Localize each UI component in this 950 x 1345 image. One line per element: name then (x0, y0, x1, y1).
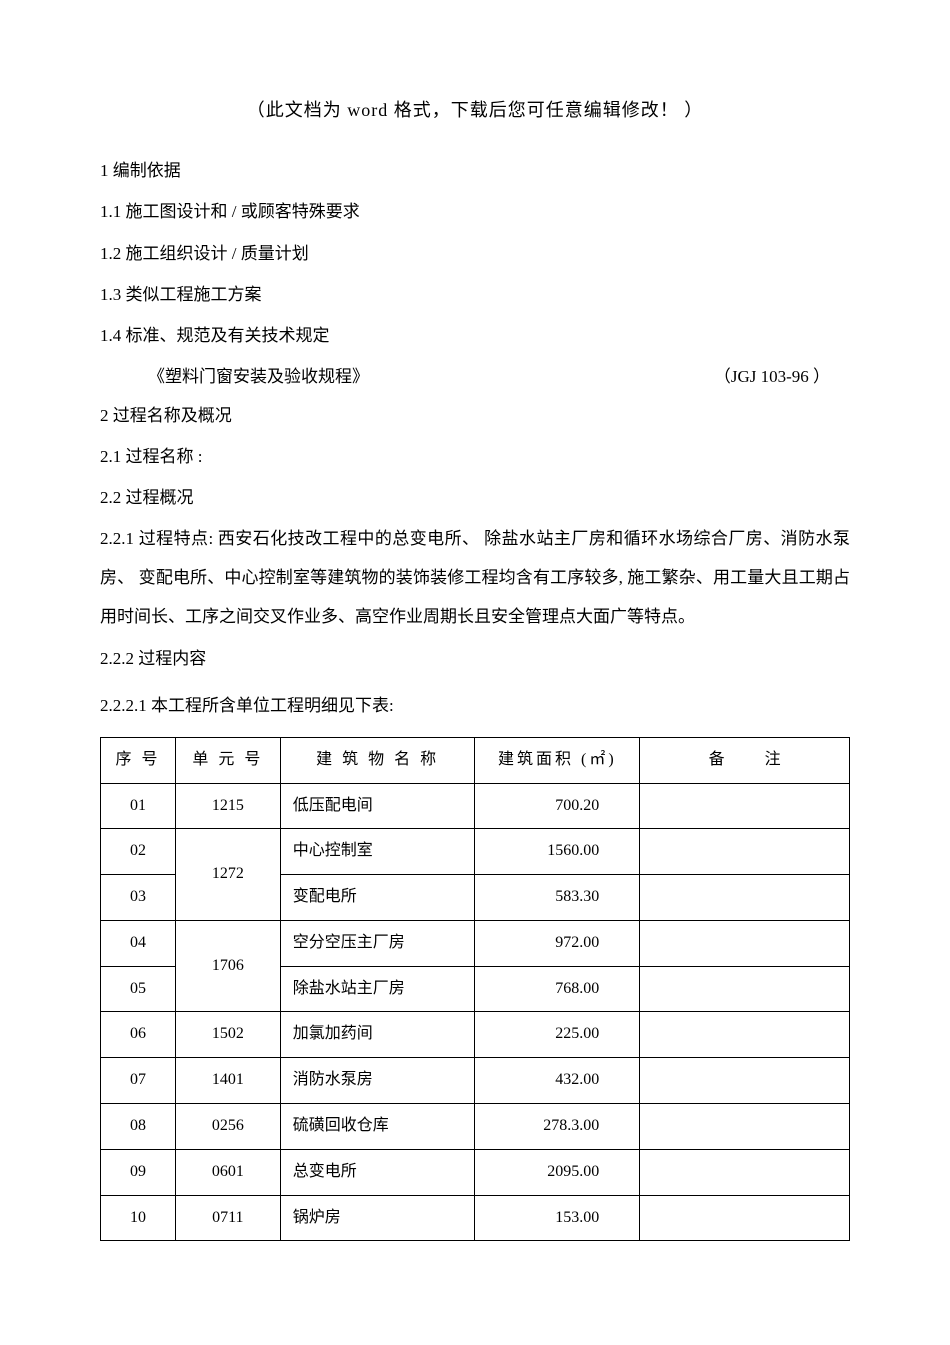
reference-title: 《塑料门窗安装及验收规程》 (148, 357, 369, 396)
section-1: 1 编制依据 (100, 151, 850, 190)
cell-note (640, 829, 850, 875)
section-2-1: 2.1 过程名称 : (100, 437, 850, 476)
cell-seq: 06 (101, 1012, 176, 1058)
cell-area: 432.00 (475, 1058, 640, 1104)
cell-name: 低压配电间 (280, 783, 475, 829)
cell-unit: 0711 (175, 1195, 280, 1241)
cell-unit: 1502 (175, 1012, 280, 1058)
cell-note (640, 783, 850, 829)
section-2-2-2-1: 2.2.2.1 本工程所含单位工程明细见下表: (100, 686, 850, 725)
table-body: 011215低压配电间700.20021272中心控制室1560.0003变配电… (101, 783, 850, 1241)
table-row: 011215低压配电间700.20 (101, 783, 850, 829)
cell-unit: 1215 (175, 783, 280, 829)
header-note: 备 注 (640, 737, 850, 783)
cell-name: 锅炉房 (280, 1195, 475, 1241)
cell-area: 153.00 (475, 1195, 640, 1241)
cell-unit: 0256 (175, 1104, 280, 1150)
cell-area: 278.3.00 (475, 1104, 640, 1150)
cell-note (640, 1012, 850, 1058)
cell-seq: 01 (101, 783, 176, 829)
cell-name: 中心控制室 (280, 829, 475, 875)
cell-unit: 1706 (175, 920, 280, 1012)
building-table: 序 号 单 元 号 建 筑 物 名 称 建筑面积 (㎡) 备 注 011215低… (100, 737, 850, 1242)
cell-area: 768.00 (475, 966, 640, 1012)
cell-name: 消防水泵房 (280, 1058, 475, 1104)
cell-name: 除盐水站主厂房 (280, 966, 475, 1012)
section-1-1: 1.1 施工图设计和 / 或顾客特殊要求 (100, 192, 850, 231)
cell-area: 225.00 (475, 1012, 640, 1058)
section-2-2-2: 2.2.2 过程内容 (100, 639, 850, 678)
cell-seq: 07 (101, 1058, 176, 1104)
cell-seq: 03 (101, 875, 176, 921)
table-row: 041706空分空压主厂房972.00 (101, 920, 850, 966)
cell-note (640, 1104, 850, 1150)
section-2-2-1: 2.2.1 过程特点: 西安石化技改工程中的总变电所、 除盐水站主厂房和循环水场… (100, 519, 850, 636)
table-row: 080256硫磺回收仓库278.3.00 (101, 1104, 850, 1150)
cell-area: 2095.00 (475, 1149, 640, 1195)
table-row: 061502加氯加药间225.00 (101, 1012, 850, 1058)
header-note-left: 备 (709, 751, 733, 768)
cell-name: 空分空压主厂房 (280, 920, 475, 966)
cell-seq: 09 (101, 1149, 176, 1195)
cell-area: 972.00 (475, 920, 640, 966)
cell-note (640, 920, 850, 966)
cell-seq: 05 (101, 966, 176, 1012)
cell-name: 硫磺回收仓库 (280, 1104, 475, 1150)
table-row: 090601总变电所2095.00 (101, 1149, 850, 1195)
reference-code: （JGJ 103-96 ） (714, 357, 830, 396)
cell-seq: 08 (101, 1104, 176, 1150)
table-row: 100711锅炉房153.00 (101, 1195, 850, 1241)
cell-seq: 02 (101, 829, 176, 875)
cell-note (640, 875, 850, 921)
table-header-row: 序 号 单 元 号 建 筑 物 名 称 建筑面积 (㎡) 备 注 (101, 737, 850, 783)
header-area: 建筑面积 (㎡) (475, 737, 640, 783)
section-2: 2 过程名称及概况 (100, 396, 850, 435)
section-1-2: 1.2 施工组织设计 / 质量计划 (100, 234, 850, 273)
table-row: 071401消防水泵房432.00 (101, 1058, 850, 1104)
cell-area: 583.30 (475, 875, 640, 921)
header-seq: 序 号 (101, 737, 176, 783)
table-row: 021272中心控制室1560.00 (101, 829, 850, 875)
cell-name: 变配电所 (280, 875, 475, 921)
cell-name: 总变电所 (280, 1149, 475, 1195)
cell-note (640, 1195, 850, 1241)
header-name: 建 筑 物 名 称 (280, 737, 475, 783)
cell-unit: 1272 (175, 829, 280, 921)
cell-unit: 1401 (175, 1058, 280, 1104)
cell-area: 1560.00 (475, 829, 640, 875)
header-note: （此文档为 word 格式，下载后您可任意编辑修改！ ） (100, 90, 850, 131)
cell-note (640, 1149, 850, 1195)
header-note-right: 注 (765, 751, 781, 768)
cell-unit: 0601 (175, 1149, 280, 1195)
cell-area: 700.20 (475, 783, 640, 829)
section-1-4: 1.4 标准、规范及有关技术规定 (100, 316, 850, 355)
section-1-3: 1.3 类似工程施工方案 (100, 275, 850, 314)
cell-seq: 04 (101, 920, 176, 966)
cell-note (640, 1058, 850, 1104)
cell-name: 加氯加药间 (280, 1012, 475, 1058)
cell-seq: 10 (101, 1195, 176, 1241)
cell-note (640, 966, 850, 1012)
reference-line: 《塑料门窗安装及验收规程》 （JGJ 103-96 ） (100, 357, 850, 396)
header-unit: 单 元 号 (175, 737, 280, 783)
section-2-2: 2.2 过程概况 (100, 478, 850, 517)
